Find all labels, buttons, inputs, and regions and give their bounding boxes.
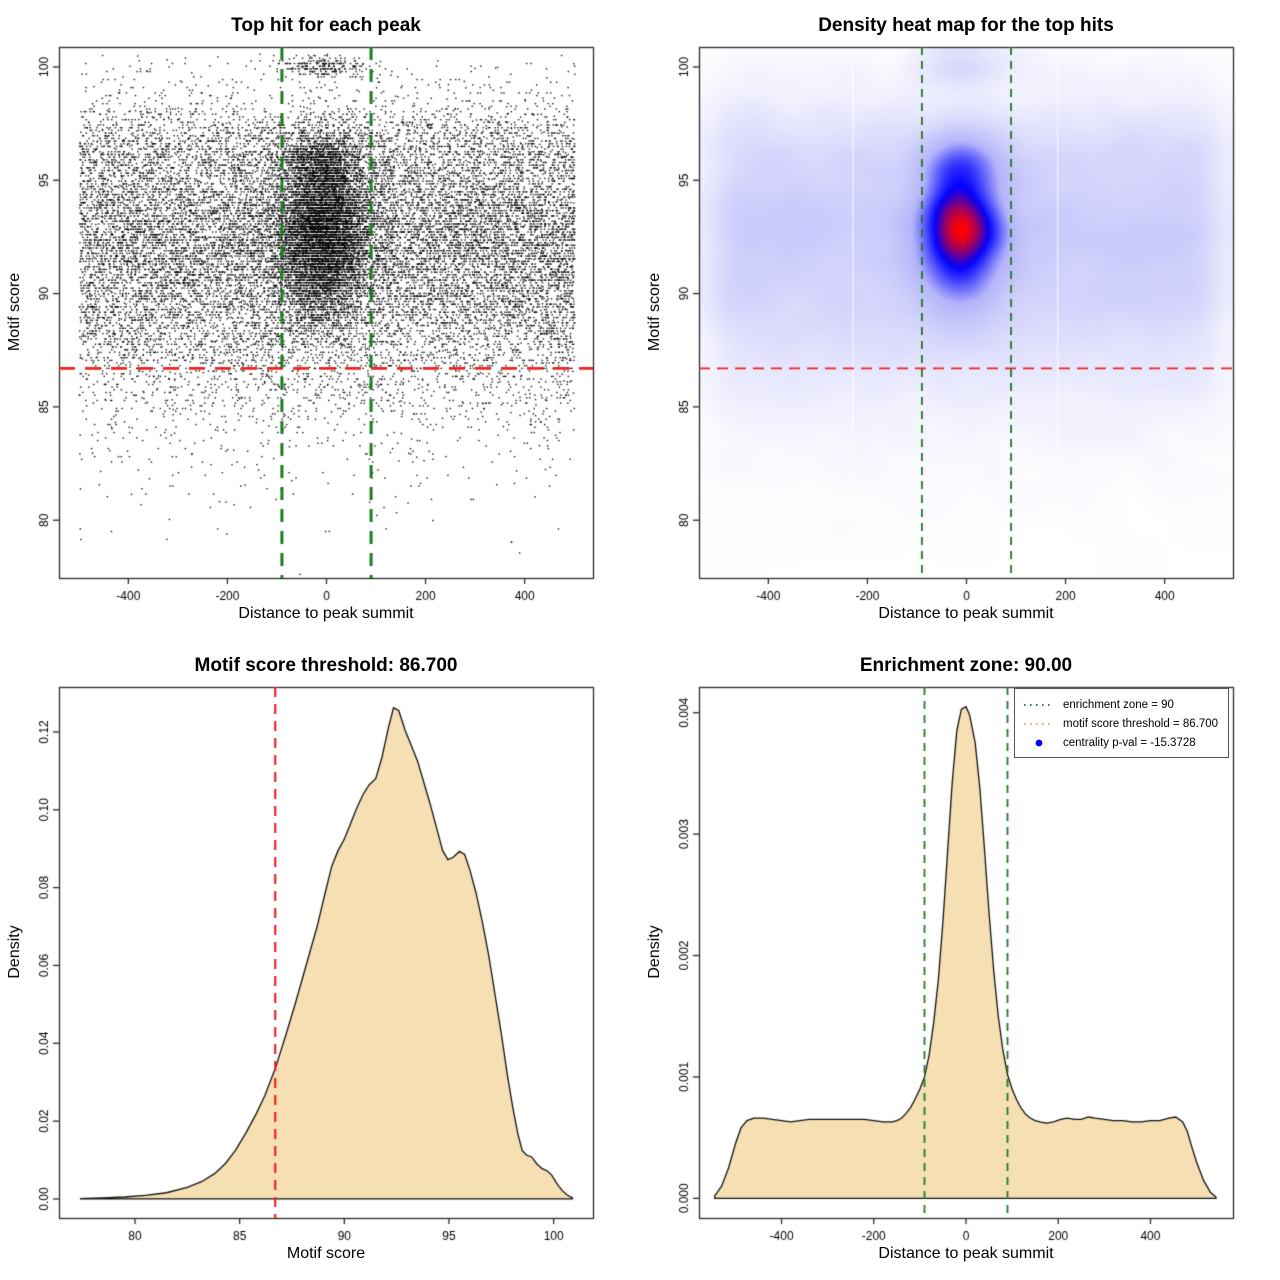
enrichment-zone-title: Enrichment zone: 90.00 (859, 655, 1073, 676)
panel-enrichment-zone-density: Enrichment zone: 90.00 Distance to peak … (640, 640, 1280, 1280)
enrichment-zone-yaxis-label: Density (646, 925, 663, 979)
heatmap-xaxis-label: Distance to peak summit (878, 605, 1054, 622)
legend-item-motif-score-threshold: motif score threshold = 86.700 (1019, 714, 1226, 733)
enrichment-zone-xaxis-label: Distance to peak summit (878, 1245, 1054, 1262)
scatter-title: Top hit for each peak (231, 15, 421, 36)
legend-label: centrality p-val = -15.3728 (1063, 736, 1196, 749)
dot-icon (1019, 738, 1059, 748)
dotted-line-icon (1019, 720, 1059, 728)
motif-score-density-canvas (0, 640, 640, 1280)
scatter-yaxis-label: Motif score (6, 272, 23, 352)
motif-score-density-title: Motif score threshold: 86.700 (194, 655, 458, 676)
panel-motif-score-density: Motif score threshold: 86.700 Motif scor… (0, 640, 640, 1280)
motif-score-density-xaxis-label: Motif score (286, 1245, 366, 1262)
heatmap-yaxis-label: Motif score (646, 272, 663, 352)
legend: enrichment zone = 90 motif score thresho… (1014, 688, 1229, 758)
legend-label: motif score threshold = 86.700 (1063, 717, 1219, 730)
scatter-plot-canvas (0, 0, 640, 640)
panel-density-heatmap: Density heat map for the top hits Distan… (640, 0, 1280, 640)
legend-item-centrality-pval: centrality p-val = -15.3728 (1019, 733, 1226, 752)
heatmap-plot-canvas (640, 0, 1280, 640)
legend-item-enrichment-zone: enrichment zone = 90 (1019, 695, 1226, 714)
heatmap-title: Density heat map for the top hits (818, 15, 1114, 36)
panel-top-hits-scatter: Top hit for each peak Distance to peak s… (0, 0, 640, 640)
dotted-line-icon (1019, 701, 1059, 709)
scatter-xaxis-label: Distance to peak summit (238, 605, 414, 622)
legend-label: enrichment zone = 90 (1063, 698, 1174, 711)
motif-score-density-yaxis-label: Density (6, 925, 23, 979)
distance-density-canvas (640, 640, 1280, 1280)
